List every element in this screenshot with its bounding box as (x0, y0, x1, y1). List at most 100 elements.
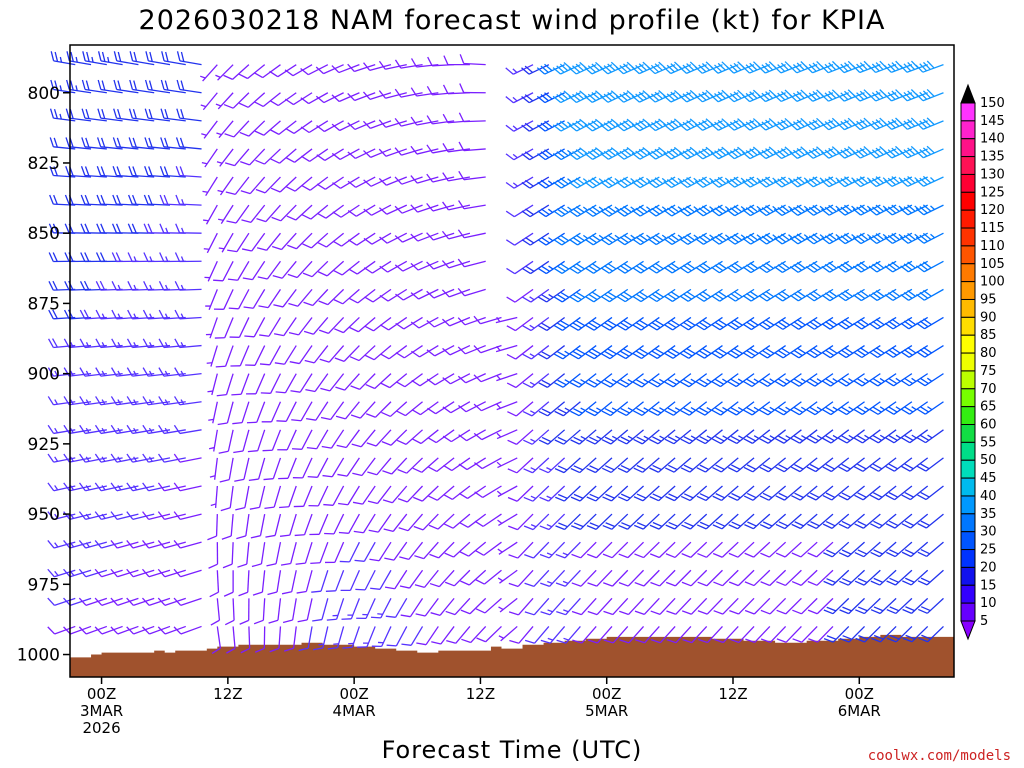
barb-full (80, 252, 86, 262)
colorbar-swatch (960, 245, 976, 265)
wind-barb (538, 429, 566, 445)
barb-staff (54, 597, 76, 606)
barb-full (903, 120, 912, 129)
barb-full (394, 235, 403, 243)
wind-barb (696, 485, 723, 502)
barb-half (215, 103, 222, 107)
wind-barb (553, 345, 581, 360)
barb-full (649, 496, 659, 502)
barb-full (926, 60, 935, 69)
wind-barb (757, 176, 786, 188)
barb-staff (180, 569, 202, 578)
barb-full (668, 521, 678, 527)
barb-full (916, 408, 926, 415)
barb-full (868, 150, 877, 159)
barb-full (872, 463, 883, 470)
barb-full (664, 438, 675, 445)
barb-full (765, 233, 774, 241)
wind-barb (394, 147, 423, 156)
barb-half (788, 205, 793, 211)
barb-full (857, 606, 868, 612)
wind-barb (431, 626, 455, 645)
barb-full (555, 496, 565, 502)
barb-full (458, 112, 465, 122)
colorbar-swatch (960, 370, 976, 390)
barb-full (49, 194, 54, 205)
barb-full (777, 64, 786, 72)
wind-barb (760, 597, 787, 615)
barb-full (585, 296, 595, 303)
wind-barb (587, 626, 613, 644)
barb-full (698, 236, 708, 243)
wind-barb (128, 108, 155, 122)
barb-full (623, 319, 633, 327)
wind-barb (307, 457, 329, 478)
barb-full (615, 95, 625, 103)
barb-half (832, 378, 838, 383)
barb-full (363, 150, 372, 158)
barb-full (823, 580, 833, 586)
barb-full (652, 493, 662, 499)
y-tick-label: 825 (28, 154, 60, 174)
barb-full (844, 176, 853, 184)
barb-half (69, 399, 74, 405)
barb-full (765, 290, 775, 298)
barb-staff (354, 120, 376, 131)
barb-full (94, 453, 102, 463)
barb-full (363, 179, 372, 187)
barb-full (635, 264, 645, 272)
barb-full (603, 582, 613, 587)
barb-full (47, 453, 55, 463)
barb-full (616, 209, 625, 217)
barb-staff (226, 401, 234, 424)
barb-full (666, 64, 675, 73)
barb-full (524, 65, 534, 73)
barb-full (844, 147, 853, 156)
barb-full (728, 524, 738, 530)
wind-barb (617, 401, 644, 417)
barb-full (695, 323, 705, 331)
barb-staff (224, 317, 234, 339)
wind-barb (257, 260, 281, 280)
barb-full (648, 352, 658, 359)
barb-full (620, 350, 630, 357)
barb-staff (298, 317, 313, 336)
wind-barb (110, 625, 139, 635)
barb-full (853, 322, 862, 330)
barb-full (919, 149, 928, 157)
barb-staff (268, 317, 282, 337)
wind-barb (792, 625, 818, 643)
barb-full (65, 108, 70, 119)
barb-full (506, 325, 516, 332)
barb-staff (390, 429, 408, 446)
barb-staff (394, 569, 408, 590)
barb-full (667, 350, 677, 357)
barb-full (458, 492, 468, 500)
barb-staff (230, 514, 234, 537)
barb-full (603, 122, 613, 130)
wind-barb (508, 597, 534, 616)
wind-barb (459, 541, 487, 557)
barb-full (506, 267, 516, 275)
wind-barb (775, 541, 802, 558)
wind-barb (441, 260, 471, 269)
barb-full (903, 263, 913, 271)
wind-barb (458, 170, 486, 181)
barb-full (841, 549, 852, 555)
barb-full (805, 151, 814, 159)
barb-full (749, 119, 758, 128)
wind-barb (713, 597, 739, 615)
barb-full (363, 208, 372, 216)
wind-barb (806, 401, 834, 416)
barb-half (200, 75, 206, 79)
barb-staff (628, 626, 645, 644)
barb-staff (816, 597, 834, 615)
wind-barb (262, 429, 282, 452)
barb-full (607, 148, 616, 157)
barb-full (654, 63, 663, 71)
barb-full (588, 293, 598, 301)
barb-full (350, 385, 360, 390)
barb-full (148, 166, 153, 176)
colorbar-swatch (960, 549, 976, 568)
barb-full (742, 209, 751, 217)
